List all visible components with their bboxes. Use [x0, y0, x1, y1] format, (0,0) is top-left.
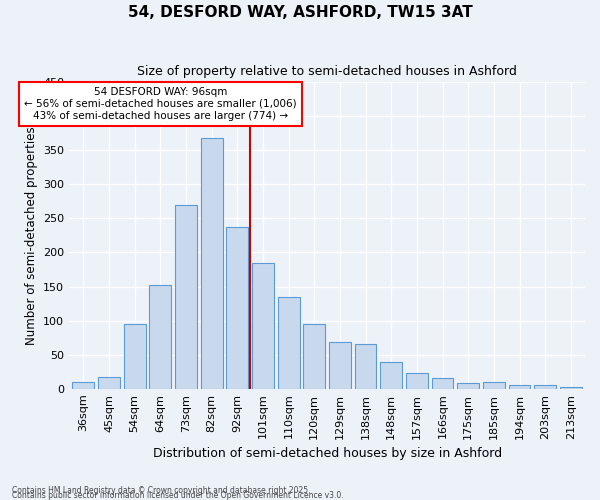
Bar — [535, 386, 556, 389]
Text: 54, DESFORD WAY, ASHFORD, TW15 3AT: 54, DESFORD WAY, ASHFORD, TW15 3AT — [128, 5, 472, 20]
Text: Contains HM Land Registry data © Crown copyright and database right 2025.: Contains HM Land Registry data © Crown c… — [12, 486, 311, 495]
Bar — [483, 382, 505, 389]
Text: 54 DESFORD WAY: 96sqm
← 56% of semi-detached houses are smaller (1,006)
43% of s: 54 DESFORD WAY: 96sqm ← 56% of semi-deta… — [24, 88, 296, 120]
Bar — [304, 324, 325, 389]
Bar — [201, 138, 223, 389]
Bar — [457, 382, 479, 389]
Bar — [355, 344, 376, 389]
Bar — [175, 204, 197, 389]
Bar — [226, 227, 248, 389]
Bar — [406, 373, 428, 389]
Bar — [98, 376, 120, 389]
X-axis label: Distribution of semi-detached houses by size in Ashford: Distribution of semi-detached houses by … — [152, 447, 502, 460]
Bar — [124, 324, 146, 389]
Bar — [431, 378, 454, 389]
Bar — [278, 298, 299, 389]
Bar — [329, 342, 351, 389]
Title: Size of property relative to semi-detached houses in Ashford: Size of property relative to semi-detach… — [137, 65, 517, 78]
Y-axis label: Number of semi-detached properties: Number of semi-detached properties — [25, 126, 38, 344]
Bar — [73, 382, 94, 389]
Bar — [380, 362, 402, 389]
Bar — [149, 285, 171, 389]
Bar — [509, 386, 530, 389]
Bar — [560, 387, 582, 389]
Text: Contains public sector information licensed under the Open Government Licence v3: Contains public sector information licen… — [12, 491, 344, 500]
Bar — [252, 262, 274, 389]
